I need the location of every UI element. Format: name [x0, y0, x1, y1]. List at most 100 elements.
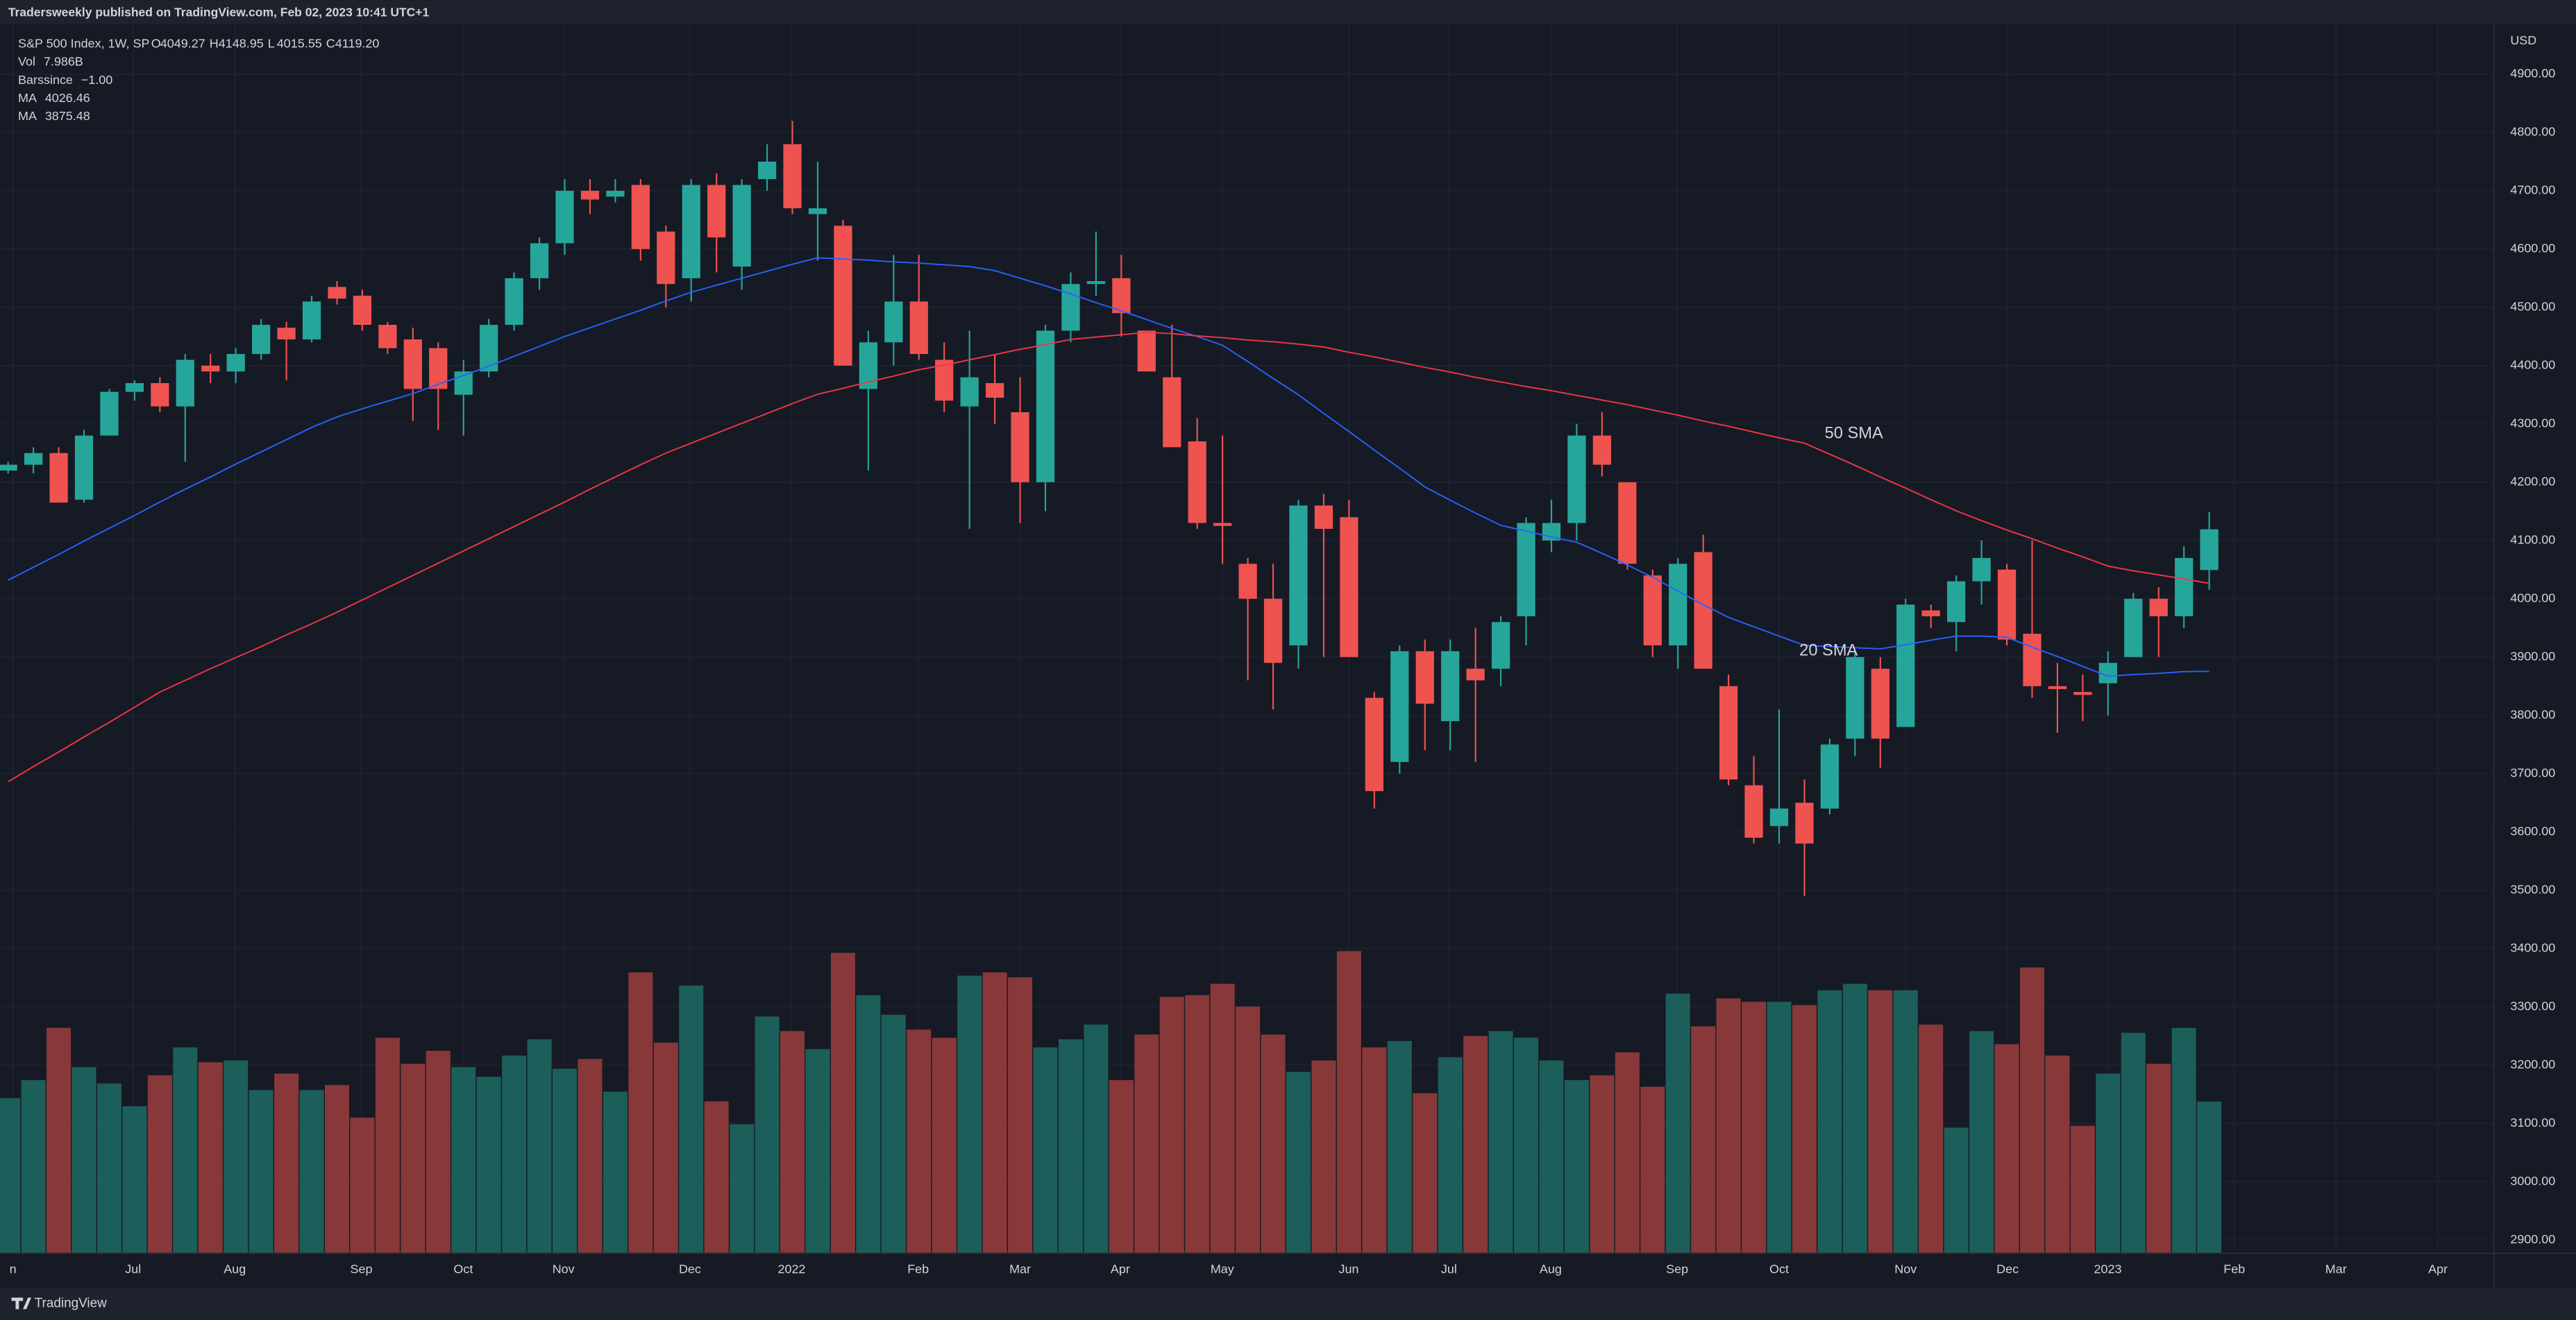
volume-bar: [1767, 1001, 1792, 1253]
volume-bar: [1109, 1080, 1134, 1253]
volume-bar: [2045, 1055, 2070, 1253]
volume-bar: [1008, 977, 1033, 1253]
volume-bar: [553, 1068, 578, 1253]
legend-value: 3875.48: [45, 109, 90, 123]
volume-bar: [502, 1055, 527, 1253]
volume-bar: [375, 1038, 400, 1253]
candle-body: [2200, 529, 2219, 570]
y-tick-label: 3800.00: [2510, 707, 2555, 721]
moving-average-line: [8, 257, 2209, 677]
x-tick-label: Jun: [1339, 1262, 1359, 1276]
volume-bar: [299, 1090, 324, 1253]
x-tick-label: 2023: [2094, 1262, 2121, 1276]
legend-key: MA: [18, 109, 37, 123]
candle-body: [2175, 557, 2194, 616]
candle-body: [1163, 377, 1181, 448]
candle-body: [1643, 575, 1662, 645]
candle-body: [1795, 802, 1814, 844]
candle-body: [403, 339, 422, 389]
candle-body: [1769, 809, 1789, 827]
candle-body: [252, 325, 271, 355]
x-tick-label: 2022: [777, 1262, 805, 1276]
candle-body: [1213, 523, 1232, 526]
y-tick-label: 4000.00: [2510, 591, 2555, 605]
x-tick-label: Jul: [1441, 1262, 1457, 1276]
candle-body: [682, 185, 700, 278]
candle-body: [1086, 281, 1106, 285]
candle-body: [353, 296, 372, 325]
x-tick-label: Sep: [1666, 1262, 1688, 1276]
volume-bar: [1033, 1047, 1058, 1253]
candle-body: [302, 301, 321, 340]
volume-bar: [0, 1098, 21, 1253]
volume-bar: [1413, 1093, 1438, 1253]
publisher: Tradersweekly published on TradingView.c…: [8, 6, 430, 19]
volume-bar: [578, 1058, 603, 1253]
volume-bar: [628, 972, 653, 1253]
candle-body: [1618, 482, 1637, 564]
candle-body: [1567, 435, 1586, 523]
volume-bar: [1919, 1024, 1944, 1253]
volume-bar: [1615, 1052, 1640, 1253]
volume-bar: [1691, 1026, 1716, 1253]
volume-bar: [830, 952, 855, 1253]
candle-body: [2073, 692, 2092, 695]
brand-logo: [11, 1297, 31, 1310]
volume-bar: [1488, 1031, 1513, 1253]
candle-body: [757, 161, 777, 180]
y-tick-label: 3500.00: [2510, 882, 2555, 896]
legend-key: L: [268, 37, 275, 51]
x-tick-label: Sep: [350, 1262, 372, 1276]
legend-key: Barssince: [18, 73, 73, 87]
x-tick-label: Dec: [1996, 1262, 2019, 1276]
volume-bar: [805, 1049, 830, 1253]
candle-body: [1466, 668, 1485, 681]
candle-body: [2048, 686, 2067, 689]
volume-bar: [96, 1083, 121, 1253]
volume-bar: [755, 1016, 780, 1253]
y-tick-label: 3300.00: [2510, 999, 2555, 1013]
candle-body: [24, 452, 43, 465]
volume-bar: [957, 975, 982, 1253]
legend-key: C: [326, 37, 335, 51]
volume-bar: [932, 1038, 957, 1253]
volume-bar: [1590, 1075, 1615, 1253]
volume-bar: [1336, 951, 1361, 1253]
x-tick-label: Nov: [1894, 1262, 1917, 1276]
candle-body: [1289, 505, 1308, 645]
volume-bar: [173, 1047, 198, 1253]
x-tick-label: Jul: [125, 1262, 141, 1276]
candle-body: [1365, 697, 1383, 791]
volume-bar: [1311, 1060, 1336, 1253]
volume-bar: [1969, 1031, 1994, 1253]
candle-body: [1137, 330, 1156, 372]
volume-bar: [1792, 1005, 1817, 1253]
legend-key: Vol: [18, 55, 35, 69]
volume-bar: [1261, 1034, 1286, 1253]
x-tick-label: n: [10, 1262, 17, 1276]
x-tick-label: Feb: [907, 1262, 929, 1276]
x-tick-label: May: [1211, 1262, 1234, 1276]
volume-bar: [679, 985, 704, 1253]
volume-bar: [1742, 1001, 1767, 1253]
volume-bar: [2096, 1073, 2121, 1253]
candle-body: [1238, 564, 1257, 599]
candle-body: [606, 190, 625, 197]
volume-bar: [704, 1101, 729, 1253]
legend-key: MA: [18, 91, 37, 105]
y-tick-label: 3400.00: [2510, 940, 2555, 954]
candle-body: [1592, 435, 1611, 465]
y-tick-label: 4400.00: [2510, 358, 2555, 372]
volume-bar: [1463, 1035, 1488, 1253]
y-tick-label: 3000.00: [2510, 1174, 2555, 1187]
y-tick-label: 4700.00: [2510, 183, 2555, 197]
y-tick-label: 3900.00: [2510, 649, 2555, 663]
volume-bar: [1994, 1044, 2019, 1253]
volume-bar: [1944, 1127, 1969, 1253]
candle-body: [151, 383, 169, 407]
y-tick-label: 4600.00: [2510, 242, 2555, 255]
candle-body: [49, 452, 68, 503]
volume-bar: [401, 1063, 426, 1253]
volume-bar: [907, 1029, 932, 1253]
